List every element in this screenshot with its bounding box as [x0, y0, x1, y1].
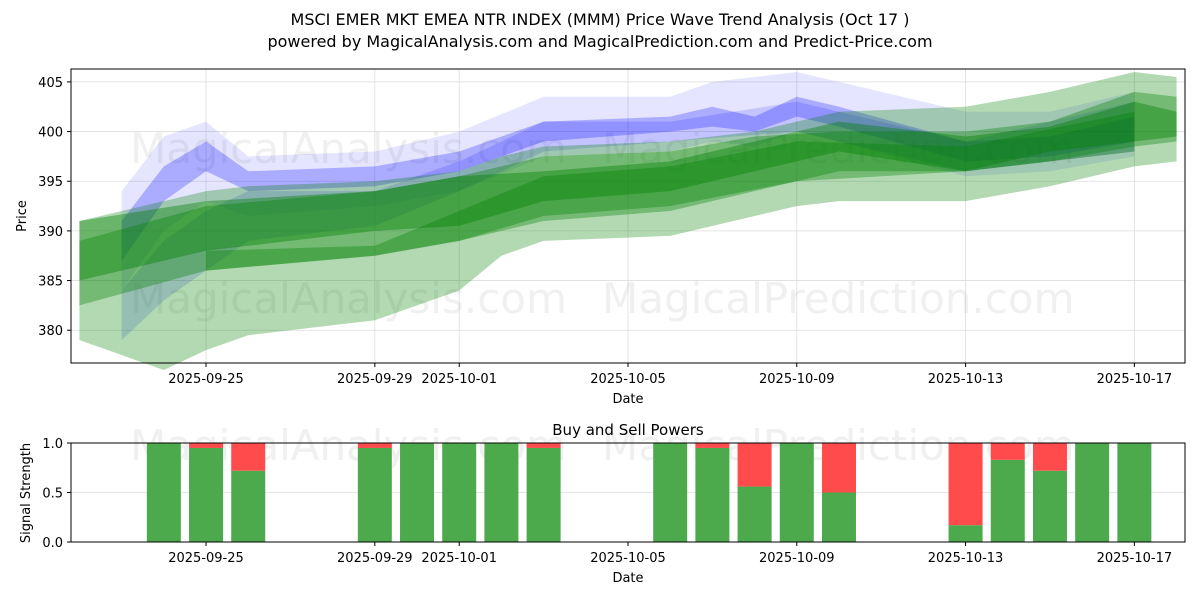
price-wave-band [206, 111, 1135, 271]
y-tick-label: 390 [38, 225, 63, 240]
sell-bar [526, 443, 561, 448]
sell-bar [948, 443, 983, 526]
x-tick-label: 2025-10-05 [590, 372, 666, 387]
price-wave-band [121, 71, 1135, 291]
bar-chart-title: Buy and Sell Powers [552, 421, 704, 439]
buy-bar [1032, 470, 1067, 542]
x-tick-label: 2025-10-13 [928, 372, 1004, 387]
buy-bar [484, 443, 519, 542]
buy-bar [1117, 443, 1152, 542]
y-axis-label: Price [15, 200, 30, 232]
buy-bar [948, 525, 983, 542]
y-tick-label: 0.5 [42, 487, 63, 502]
price-wave-band [79, 91, 1177, 306]
sell-bar [1032, 443, 1067, 471]
sell-bar [737, 443, 772, 487]
x-axis-label: Date [612, 392, 643, 407]
sell-bar [189, 443, 224, 448]
buy-bar [821, 492, 856, 542]
buy-bar [695, 447, 730, 542]
sell-bar [231, 443, 266, 471]
x-tick-label: 2025-09-29 [337, 551, 413, 566]
y-tick-label: 400 [38, 126, 63, 141]
x-tick-label: 2025-10-17 [1097, 551, 1173, 566]
watermark: MagicalPrediction.com [602, 274, 1075, 323]
buy-bar [442, 443, 477, 542]
x-tick-label: 2025-10-01 [421, 551, 497, 566]
price-wave-band [121, 101, 1135, 341]
buy-bar [231, 470, 266, 542]
sell-bar [821, 443, 856, 493]
sell-bar [357, 443, 392, 448]
buy-bar [990, 459, 1025, 542]
chart-subtitle: powered by MagicalAnalysis.com and Magic… [267, 32, 933, 51]
price-plot-frame [70, 68, 1186, 364]
watermark: MagicalAnalysis.com [130, 124, 567, 173]
watermark: MagicalAnalysis.com [130, 274, 567, 323]
x-tick-label: 2025-10-17 [1097, 372, 1173, 387]
price-wave-band [79, 71, 1177, 370]
y-tick-label: 385 [38, 275, 63, 290]
y-tick-label: 405 [38, 76, 63, 91]
buy-bar [653, 443, 688, 542]
x-tick-label: 2025-10-09 [759, 551, 835, 566]
x-tick-label: 2025-09-25 [168, 551, 244, 566]
y-tick-label: 395 [38, 175, 63, 190]
x-tick-label: 2025-10-09 [759, 372, 835, 387]
x-tick-label: 2025-09-29 [337, 372, 413, 387]
x-axis-label: Date [612, 571, 643, 586]
buy-bar [189, 447, 224, 542]
y-tick-label: 380 [38, 324, 63, 339]
buy-bar [400, 443, 435, 542]
bar-plot-frame [70, 442, 1186, 543]
x-tick-label: 2025-10-13 [928, 551, 1004, 566]
y-axis-label: Signal Strength [19, 443, 34, 543]
sell-bar [990, 443, 1025, 460]
buy-bar [779, 443, 814, 542]
price-wave-band [121, 96, 1135, 261]
watermark: MagicalPrediction.com [602, 124, 1075, 173]
x-tick-label: 2025-09-25 [168, 372, 244, 387]
buy-bar [526, 447, 561, 542]
buy-bar [357, 447, 392, 542]
buy-bar [737, 486, 772, 542]
x-tick-label: 2025-10-01 [421, 372, 497, 387]
x-tick-label: 2025-10-05 [590, 551, 666, 566]
buy-bar [1075, 443, 1110, 542]
chart-title: MSCI EMER MKT EMEA NTR INDEX (MMM) Price… [290, 10, 910, 29]
y-tick-label: 1.0 [42, 437, 63, 452]
sell-bar [695, 443, 730, 448]
buy-bar [146, 443, 181, 542]
y-tick-label: 0.0 [42, 536, 63, 551]
price-wave-band [79, 101, 1177, 281]
